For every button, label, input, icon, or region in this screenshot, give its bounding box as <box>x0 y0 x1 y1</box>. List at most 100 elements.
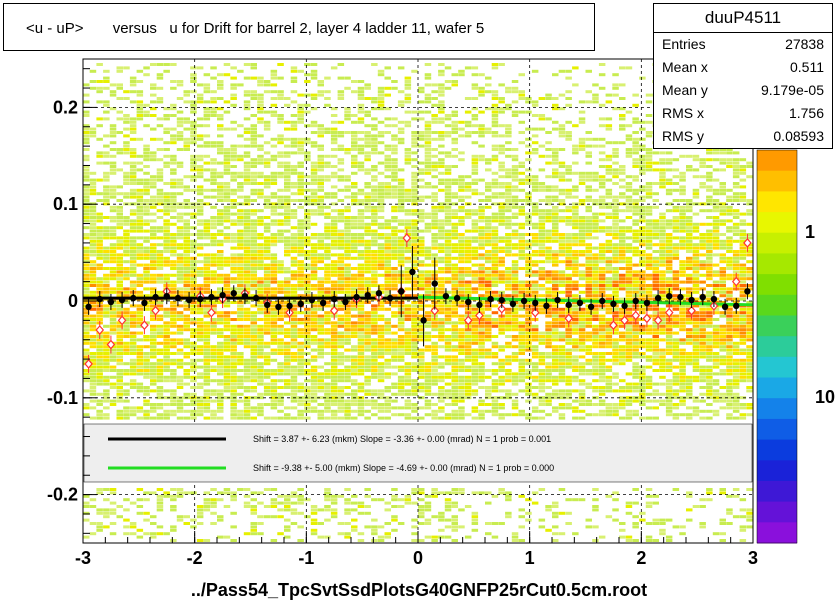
heatmap-cell <box>485 90 492 94</box>
heatmap-cell <box>116 69 123 73</box>
heatmap-cell <box>257 158 264 162</box>
heatmap-cell <box>324 508 331 512</box>
heatmap-cell <box>471 304 479 308</box>
heatmap-cell <box>96 161 103 165</box>
heatmap-cell <box>324 304 331 308</box>
heatmap-cell <box>337 362 345 366</box>
heatmap-cell <box>270 175 278 179</box>
heatmap-cell <box>471 528 479 532</box>
heatmap-cell <box>150 83 157 87</box>
heatmap-cell <box>89 369 97 372</box>
heatmap-cell <box>250 277 257 281</box>
heatmap-cell <box>129 362 137 366</box>
heatmap-cell <box>491 97 499 100</box>
heatmap-cell <box>109 154 117 158</box>
heatmap-cell <box>438 83 445 87</box>
heatmap-cell <box>190 365 197 369</box>
heatmap-cell <box>89 209 97 213</box>
heatmap-cell <box>109 216 117 219</box>
heatmap-cell <box>277 205 284 209</box>
heatmap-cell <box>511 165 519 168</box>
heatmap-cell <box>156 100 164 104</box>
heatmap-cell <box>377 73 385 77</box>
heatmap-cell <box>277 508 284 512</box>
heatmap-cell <box>257 522 264 525</box>
heatmap-cell <box>237 188 244 192</box>
heatmap-cell <box>103 277 110 281</box>
heatmap-cell <box>223 182 231 185</box>
heatmap-cell <box>491 243 499 247</box>
heatmap-cell <box>196 83 204 87</box>
heatmap-cell <box>397 253 405 257</box>
heatmap-cell <box>176 341 184 345</box>
heatmap-cell <box>123 389 130 393</box>
heatmap-cell <box>404 188 412 192</box>
heatmap-cell <box>217 86 224 90</box>
heatmap-cell <box>310 175 318 179</box>
heatmap-cell <box>176 233 184 236</box>
heatmap-cell <box>371 369 378 372</box>
heatmap-cell <box>411 403 418 406</box>
heatmap-cell <box>377 250 385 253</box>
heatmap-cell <box>217 124 224 128</box>
heatmap-cell <box>344 284 351 287</box>
heatmap-cell <box>411 277 418 281</box>
heatmap-cell <box>250 260 257 264</box>
heatmap-cell <box>103 362 110 366</box>
heatmap-cell <box>304 63 311 66</box>
heatmap-cell <box>310 212 318 216</box>
heatmap-cell <box>371 195 378 199</box>
heatmap-cell <box>176 314 184 318</box>
heatmap-cell <box>391 314 398 318</box>
heatmap-cell <box>96 314 103 318</box>
heatmap-cell <box>196 188 204 192</box>
heatmap-cell <box>89 522 97 525</box>
heatmap-cell <box>257 379 264 383</box>
heatmap-cell <box>505 127 512 131</box>
heatmap-cell <box>163 314 170 318</box>
heatmap-cell <box>438 518 445 522</box>
heatmap-cell <box>243 260 251 264</box>
heatmap-cell <box>96 399 103 403</box>
heatmap-cell <box>156 148 164 151</box>
heatmap-cell <box>464 216 472 219</box>
heatmap-cell <box>263 403 271 406</box>
heatmap-cell <box>123 151 130 155</box>
heatmap-cell <box>290 522 298 525</box>
heatmap-cell <box>230 406 237 410</box>
heatmap-cell <box>485 277 492 281</box>
heatmap-cell <box>310 389 318 393</box>
heatmap-cell <box>196 219 204 223</box>
heatmap-cell <box>344 311 351 315</box>
heatmap-cell <box>270 158 278 162</box>
heatmap-cell <box>89 267 97 270</box>
heatmap-cell <box>397 352 405 355</box>
heatmap-cell <box>471 358 479 362</box>
heatmap-cell <box>397 246 405 250</box>
heatmap-cell <box>277 239 284 243</box>
heatmap-cell <box>491 362 499 366</box>
heatmap-cell <box>297 273 304 277</box>
heatmap-cell <box>243 365 251 369</box>
heatmap-cell <box>464 375 472 379</box>
heatmap-cell <box>263 250 271 253</box>
heatmap-cell <box>485 161 492 165</box>
heatmap-cell <box>518 338 525 342</box>
heatmap-cell <box>304 372 311 376</box>
heatmap-cell <box>330 253 338 257</box>
heatmap-cell <box>217 287 224 291</box>
heatmap-cell <box>237 260 244 264</box>
heatmap-cell <box>150 318 157 321</box>
heatmap-cell <box>424 311 432 315</box>
heatmap-cell <box>317 331 324 335</box>
heatmap-cell <box>377 539 385 542</box>
heatmap-cell <box>136 277 144 281</box>
heatmap-cell <box>371 403 378 406</box>
heatmap-cell <box>230 188 237 192</box>
heatmap-cell <box>123 273 130 277</box>
heatmap-cell <box>103 188 110 192</box>
heatmap-cell <box>464 287 472 291</box>
heatmap-cell <box>176 124 184 128</box>
heatmap-cell <box>230 324 237 328</box>
heatmap-cell <box>458 386 465 389</box>
